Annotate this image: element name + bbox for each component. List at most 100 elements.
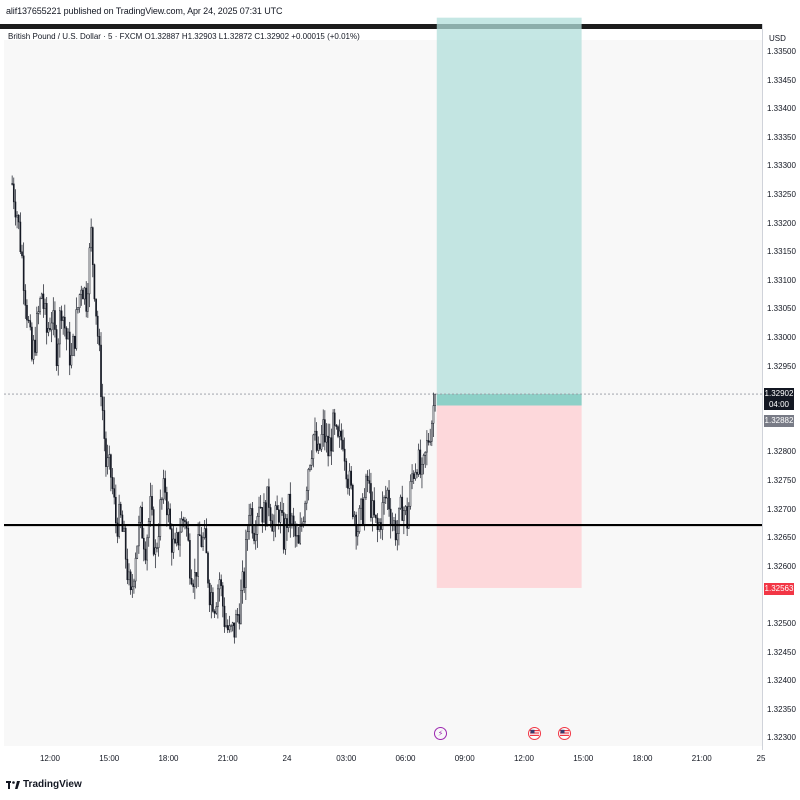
- us-flag-icon[interactable]: [527, 727, 541, 740]
- candle-body: [365, 475, 367, 498]
- candle-body: [49, 328, 51, 331]
- candle-body: [414, 471, 417, 479]
- candle-body: [282, 512, 285, 550]
- candle-body: [88, 247, 91, 295]
- candle-body: [220, 579, 222, 586]
- bar-countdown: 04:00: [764, 400, 794, 411]
- candle-body: [47, 328, 50, 333]
- candle-body: [19, 221, 22, 253]
- candle-body: [384, 497, 387, 499]
- candle-body: [328, 437, 331, 457]
- candle-body: [136, 545, 139, 559]
- candle-body: [142, 537, 145, 550]
- time-tick-label: 09:00: [454, 754, 475, 763]
- candle-body: [184, 520, 186, 523]
- candle-body: [96, 315, 99, 337]
- candle-body: [315, 430, 318, 451]
- candle-body: [345, 460, 348, 480]
- tradingview-logo-text: TradingView: [23, 779, 82, 790]
- candle-body: [129, 571, 132, 591]
- candle-body: [75, 309, 78, 349]
- candle-body: [73, 335, 76, 349]
- candle-body: [297, 535, 300, 544]
- toolbar-strip: [0, 24, 766, 29]
- candle-body: [370, 483, 372, 518]
- candle-body: [113, 488, 116, 498]
- candle-body: [67, 331, 69, 340]
- candle-body: [309, 465, 311, 470]
- position-loss-zone: [436, 405, 582, 588]
- candle-body: [419, 449, 422, 475]
- us-flag-icon[interactable]: [557, 727, 571, 740]
- candle-body: [194, 572, 196, 587]
- time-tick-label: 12:00: [39, 754, 61, 763]
- candle-body: [126, 558, 129, 581]
- candle-body: [77, 307, 79, 310]
- candle-body: [200, 535, 203, 547]
- candle-body: [59, 310, 61, 345]
- price-axis[interactable]: [762, 24, 800, 750]
- time-tick-label: 18:00: [632, 754, 653, 763]
- position-open-profit: [436, 394, 582, 406]
- candle-body: [17, 214, 20, 223]
- candle-body: [412, 473, 415, 479]
- publish-credit: alif137655221 published on TradingView.c…: [6, 6, 283, 16]
- candle-body: [396, 533, 399, 541]
- tradingview-logo[interactable]: TradingView: [6, 779, 82, 790]
- candle-body: [356, 531, 359, 537]
- candle-body: [65, 327, 68, 340]
- candle-body: [217, 588, 219, 608]
- candle-body: [68, 331, 71, 366]
- candle-body: [175, 532, 178, 544]
- candle-body: [144, 548, 147, 561]
- candle-body: [426, 440, 428, 453]
- candle-body: [103, 410, 106, 439]
- chart-pane[interactable]: [4, 40, 762, 746]
- candle-body: [277, 509, 280, 523]
- candle-body: [310, 458, 313, 466]
- currency-label[interactable]: USD: [769, 34, 786, 43]
- candle-body: [363, 497, 366, 525]
- candle-body: [221, 585, 224, 607]
- candle-body: [333, 412, 336, 426]
- candle-body: [386, 489, 389, 499]
- candle-body: [167, 508, 170, 516]
- candle-body: [70, 355, 73, 366]
- candle-body: [304, 502, 306, 522]
- candle-body: [317, 443, 320, 451]
- candle-body: [111, 477, 114, 489]
- candle-body: [32, 339, 35, 360]
- price-tick-label: 1.33500: [767, 47, 796, 56]
- candle-body: [399, 496, 402, 509]
- candle-body: [36, 313, 38, 353]
- symbol-legend[interactable]: British Pound / U.S. Dollar · 5 · FXCM O…: [8, 32, 360, 41]
- candle-body: [251, 508, 254, 534]
- candle-body: [123, 527, 125, 532]
- price-tick-label: 1.33050: [767, 304, 796, 314]
- candle-body: [152, 509, 155, 555]
- candle-body: [159, 499, 162, 537]
- candle-body: [375, 514, 377, 519]
- candle-body: [121, 514, 124, 532]
- candle-body: [31, 326, 33, 360]
- lightning-icon[interactable]: ⚡: [434, 727, 448, 740]
- time-tick-label: 21:00: [691, 754, 712, 763]
- time-tick-label: 25: [756, 754, 766, 763]
- candle-body: [241, 571, 244, 591]
- candle-body: [225, 625, 227, 627]
- candle-body: [286, 518, 288, 528]
- price-tick-label: 1.32450: [767, 647, 796, 657]
- candle-body: [82, 289, 84, 300]
- candle-body: [208, 582, 211, 606]
- candle-body: [203, 528, 206, 538]
- candle-body: [210, 592, 213, 606]
- candle-body: [432, 405, 435, 424]
- candle-body: [26, 305, 28, 321]
- price-tick-label: 1.33250: [767, 190, 796, 199]
- candle-body: [108, 454, 111, 459]
- time-tick-label: 15:00: [99, 754, 120, 763]
- candle-body: [207, 552, 209, 584]
- candle-body: [195, 572, 198, 577]
- candle-body: [307, 469, 310, 491]
